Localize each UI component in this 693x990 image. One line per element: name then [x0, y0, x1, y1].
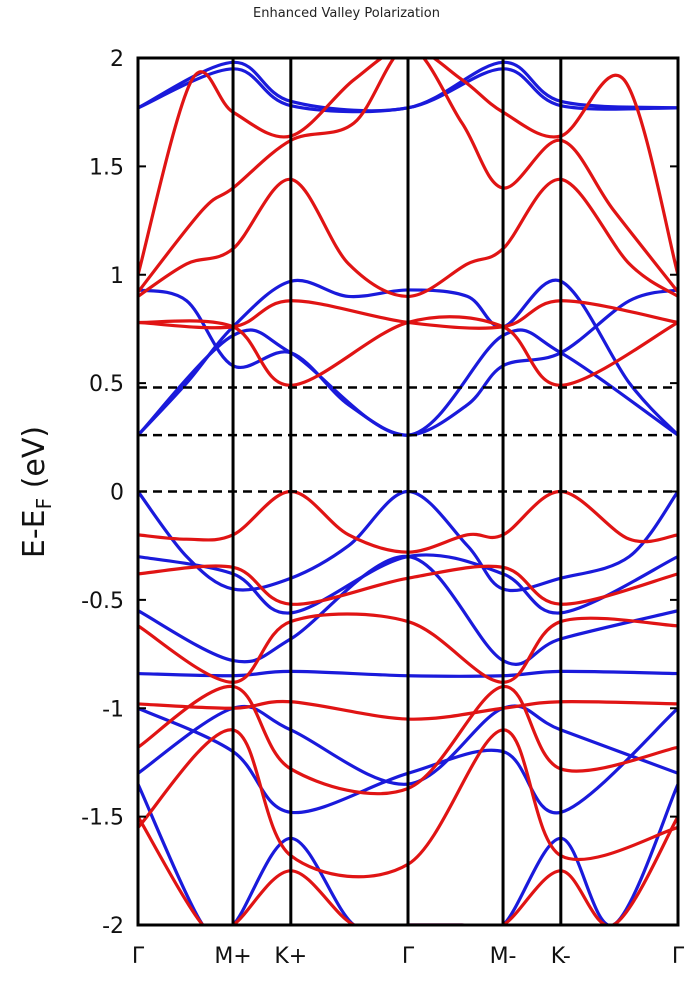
y-tick-label-4: 0	[110, 481, 124, 506]
y-ticks-layer: 2 1.5 1 0.5 0 -0.5 -1 -1.5 -2	[81, 47, 678, 939]
kpoint-lines-layer	[231, 58, 563, 925]
x-tick-label-4: M-	[490, 944, 517, 969]
y-tick-label-0: 2	[110, 47, 124, 72]
x-ticks-layer: Γ M+ K+ Γ M- K- Γ	[132, 944, 685, 969]
y-tick-label-2: 1	[110, 264, 124, 289]
y-tick-label-6: -1	[102, 697, 124, 722]
y-axis-label-main: E-E	[17, 509, 52, 558]
y-tick-label-8: -2	[102, 914, 124, 939]
y-tick-label-1: 1.5	[89, 155, 124, 180]
band-line-red-15	[138, 58, 678, 294]
x-tick-label-5: K-	[551, 944, 571, 969]
band-line-red-23	[138, 815, 678, 925]
band-line-blue-3	[138, 278, 678, 437]
y-tick-label-3: 0.5	[89, 372, 124, 397]
y-tick-label-5: -0.5	[81, 589, 124, 614]
x-tick-label-3: Γ	[402, 944, 415, 969]
x-tick-label-6: Γ	[672, 944, 685, 969]
band-line-red-16	[138, 58, 678, 276]
x-tick-label-0: Γ	[132, 944, 145, 969]
x-tick-label-2: K+	[274, 944, 307, 969]
band-line-blue-11	[138, 783, 678, 925]
chart-title: Enhanced Valley Polarization	[253, 6, 440, 21]
y-tick-label-7: -1.5	[81, 806, 124, 831]
y-axis-label-unit: (eV)	[17, 426, 52, 498]
y-axis-label-sub: F	[32, 498, 56, 510]
x-tick-label-1: M+	[214, 944, 251, 969]
y-axis-label: E-EF (eV)	[17, 426, 56, 558]
